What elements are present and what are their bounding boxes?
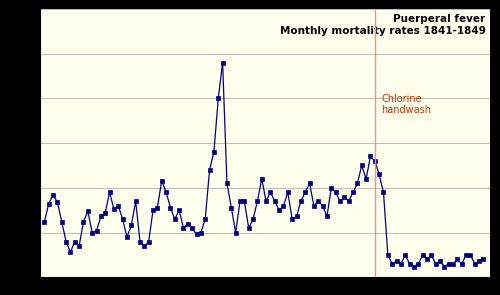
Text: Chlorine
handwash: Chlorine handwash bbox=[382, 94, 432, 115]
Text: Puerperal fever
Monthly mortality rates 1841-1849: Puerperal fever Monthly mortality rates … bbox=[280, 14, 486, 36]
